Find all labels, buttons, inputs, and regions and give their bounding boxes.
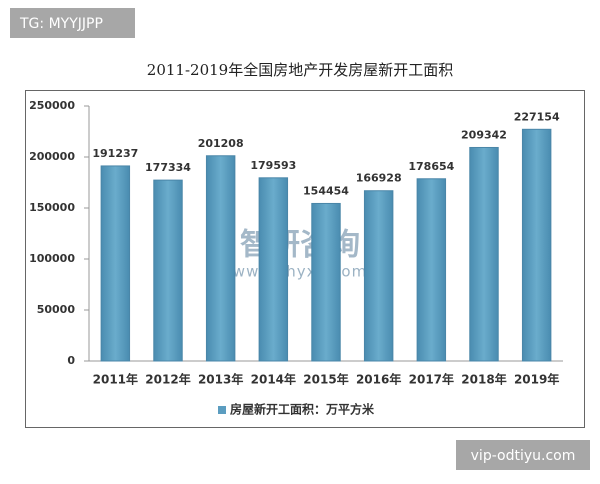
data-label: 178654 bbox=[408, 160, 454, 173]
data-label: 154454 bbox=[303, 184, 349, 197]
x-tick-label: 2011年 bbox=[93, 372, 138, 387]
bar bbox=[469, 146, 499, 362]
bar bbox=[311, 202, 341, 362]
bar bbox=[100, 165, 131, 362]
bar bbox=[153, 179, 183, 362]
bar bbox=[205, 155, 236, 362]
bar bbox=[363, 190, 394, 362]
chart-frame bbox=[25, 90, 585, 428]
site-text: vip-odtiyu.com bbox=[471, 448, 576, 464]
chart-title: 2011-2019年全国房地产开发房屋新开工面积 bbox=[147, 61, 453, 79]
x-tick-label: 2018年 bbox=[461, 372, 506, 387]
y-tick-label: 0 bbox=[67, 354, 75, 367]
y-tick-label: 100000 bbox=[29, 252, 75, 265]
data-label: 191237 bbox=[92, 147, 138, 160]
tag-text: TG: MYYJJPP bbox=[19, 16, 103, 32]
x-tick-label: 2015年 bbox=[303, 372, 348, 387]
site-box bbox=[456, 440, 590, 470]
x-tick-label: 2016年 bbox=[356, 372, 401, 387]
data-label: 227154 bbox=[514, 110, 560, 123]
watermark: 智研咨询 bbox=[240, 228, 360, 263]
tag-box bbox=[10, 8, 135, 38]
x-tick-label: 2017年 bbox=[409, 372, 454, 387]
legend-swatch bbox=[218, 406, 226, 414]
bar bbox=[416, 178, 447, 362]
legend-label: 房屋新开工面积：万平方米 bbox=[230, 402, 375, 417]
watermark-url: www.chyxx.com bbox=[233, 263, 367, 281]
x-tick-label: 2012年 bbox=[145, 372, 190, 387]
y-tick-label: 50000 bbox=[37, 303, 76, 316]
bar bbox=[258, 177, 289, 362]
data-label: 177334 bbox=[145, 161, 191, 174]
y-tick-label: 200000 bbox=[29, 150, 75, 163]
bar bbox=[521, 128, 552, 362]
y-tick-label: 250000 bbox=[29, 99, 75, 112]
y-tick-label: 150000 bbox=[29, 201, 75, 214]
x-tick-label: 2019年 bbox=[514, 372, 559, 387]
data-label: 166928 bbox=[356, 172, 402, 185]
data-label: 201208 bbox=[198, 137, 244, 150]
x-tick-label: 2013年 bbox=[198, 372, 243, 387]
data-label: 179593 bbox=[250, 159, 296, 172]
x-tick-label: 2014年 bbox=[251, 372, 296, 387]
data-label: 209342 bbox=[461, 128, 507, 141]
